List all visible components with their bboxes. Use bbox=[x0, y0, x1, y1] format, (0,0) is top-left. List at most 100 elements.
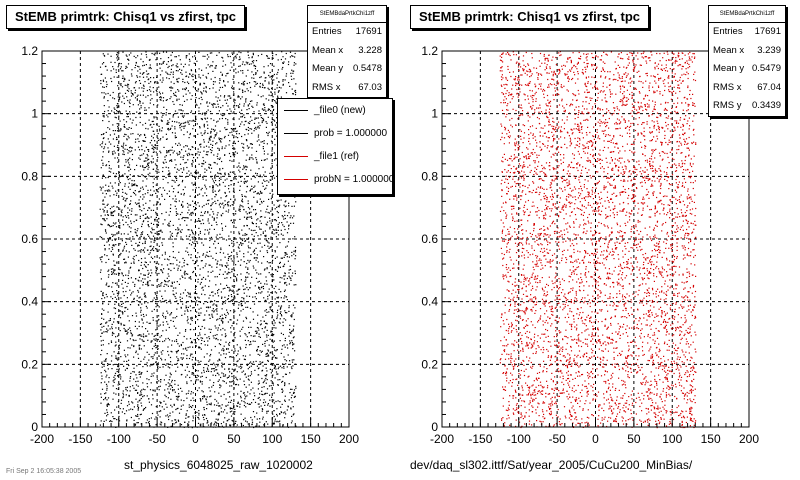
scatter-point bbox=[270, 292, 272, 294]
scatter-point bbox=[127, 99, 129, 102]
scatter-point bbox=[175, 136, 177, 138]
scatter-point bbox=[293, 250, 295, 252]
scatter-point bbox=[250, 341, 252, 343]
scatter-point bbox=[241, 194, 243, 196]
scatter-point bbox=[257, 397, 259, 399]
scatter-point bbox=[207, 64, 209, 66]
scatter-point bbox=[134, 89, 137, 91]
scatter-point bbox=[111, 334, 113, 336]
scatter-point bbox=[295, 91, 297, 94]
scatter-point bbox=[146, 56, 148, 58]
scatter-point bbox=[121, 77, 124, 79]
scatter-point bbox=[235, 213, 237, 215]
scatter-point bbox=[164, 189, 166, 191]
scatter-point bbox=[134, 97, 137, 99]
scatter-point bbox=[123, 365, 125, 367]
scatter-point bbox=[102, 208, 104, 210]
scatter-point bbox=[232, 78, 234, 80]
scatter-point bbox=[145, 261, 147, 264]
scatter-point bbox=[281, 411, 283, 414]
scatter-point bbox=[239, 111, 241, 113]
scatter-point bbox=[186, 349, 188, 351]
scatter-point bbox=[135, 184, 137, 186]
scatter-point bbox=[232, 145, 234, 147]
scatter-point bbox=[164, 156, 166, 158]
scatter-point bbox=[237, 96, 239, 98]
scatter-point bbox=[244, 172, 246, 175]
scatter-point bbox=[256, 254, 258, 256]
scatter-point bbox=[148, 379, 150, 381]
scatter-point bbox=[276, 84, 278, 86]
scatter-point bbox=[203, 83, 206, 85]
scatter-point bbox=[195, 90, 197, 92]
scatter-point bbox=[205, 376, 207, 379]
scatter-point bbox=[139, 116, 141, 118]
scatter-point bbox=[114, 157, 116, 159]
scatter-point bbox=[251, 205, 253, 207]
scatter-point bbox=[127, 128, 129, 130]
scatter-point bbox=[199, 381, 202, 383]
scatter-point bbox=[262, 418, 264, 420]
scatter-point bbox=[189, 92, 191, 94]
scatter-point bbox=[205, 398, 207, 400]
scatter-point bbox=[172, 198, 174, 200]
scatter-point bbox=[174, 159, 176, 161]
scatter-point bbox=[221, 320, 223, 322]
scatter-point bbox=[186, 354, 188, 357]
scatter-point bbox=[104, 381, 106, 383]
scatter-point bbox=[257, 125, 259, 127]
scatter-point bbox=[128, 359, 130, 361]
scatter-point bbox=[218, 177, 221, 179]
scatter-point bbox=[130, 195, 132, 197]
scatter-point bbox=[268, 262, 270, 264]
scatter-point bbox=[213, 219, 215, 221]
scatter-point bbox=[121, 211, 123, 214]
scatter-point bbox=[170, 86, 172, 88]
scatter-point bbox=[259, 198, 261, 200]
scatter-point bbox=[122, 70, 124, 72]
scatter-point bbox=[114, 130, 116, 132]
scatter-point bbox=[215, 369, 217, 371]
scatter-point bbox=[122, 275, 124, 277]
scatter-point bbox=[112, 138, 114, 140]
scatter-point bbox=[131, 69, 133, 71]
scatter-point bbox=[200, 423, 202, 425]
scatter-point bbox=[116, 298, 118, 300]
scatter-point bbox=[101, 92, 103, 94]
scatter-point bbox=[118, 373, 120, 376]
scatter-point bbox=[214, 196, 216, 198]
scatter-point bbox=[265, 353, 267, 355]
scatter-point bbox=[265, 334, 268, 336]
scatter-point bbox=[139, 206, 141, 208]
scatter-point bbox=[197, 370, 199, 372]
scatter-point bbox=[265, 223, 267, 225]
scatter-point bbox=[236, 253, 238, 256]
scatter-point bbox=[207, 344, 209, 346]
scatter-point bbox=[194, 115, 197, 117]
scatter-point bbox=[168, 259, 170, 261]
scatter-point bbox=[289, 277, 291, 279]
scatter-point bbox=[284, 228, 286, 231]
scatter-point bbox=[182, 88, 184, 90]
scatter-point bbox=[257, 192, 259, 194]
scatter-point bbox=[287, 241, 290, 243]
scatter-point bbox=[131, 159, 133, 161]
scatter-point bbox=[181, 275, 183, 277]
scatter-point bbox=[214, 176, 216, 178]
scatter-point bbox=[219, 138, 221, 140]
scatter-point bbox=[281, 381, 283, 383]
scatter-point bbox=[230, 277, 232, 279]
scatter-point bbox=[201, 325, 203, 328]
scatter-point bbox=[180, 405, 182, 407]
scatter-point bbox=[282, 425, 284, 427]
scatter-point bbox=[147, 128, 149, 130]
scatter-point bbox=[250, 389, 252, 391]
scatter-point bbox=[127, 207, 129, 209]
scatter-point bbox=[197, 335, 199, 337]
scatter-point bbox=[184, 89, 187, 91]
scatter-point bbox=[224, 313, 226, 315]
scatter-point bbox=[241, 63, 244, 65]
scatter-point bbox=[276, 357, 278, 359]
scatter-point bbox=[256, 272, 258, 274]
scatter-point bbox=[105, 193, 107, 195]
